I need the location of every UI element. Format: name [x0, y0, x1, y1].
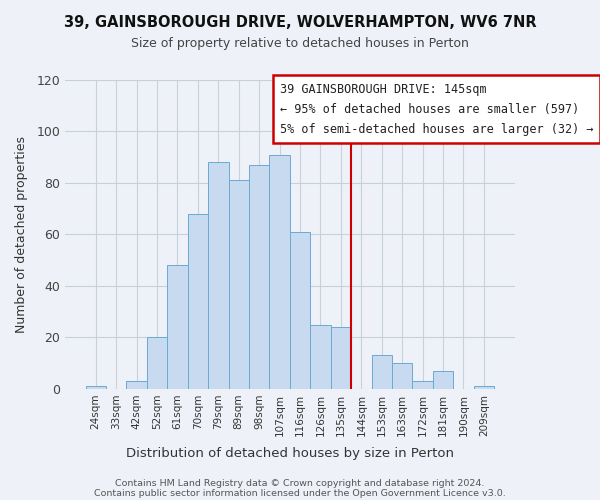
Bar: [392, 363, 412, 389]
Text: 39, GAINSBOROUGH DRIVE, WOLVERHAMPTON, WV6 7NR: 39, GAINSBOROUGH DRIVE, WOLVERHAMPTON, W…: [64, 15, 536, 30]
Text: Contains public sector information licensed under the Open Government Licence v3: Contains public sector information licen…: [94, 488, 506, 498]
Bar: [86, 386, 106, 389]
Text: Size of property relative to detached houses in Perton: Size of property relative to detached ho…: [131, 38, 469, 51]
Bar: [127, 381, 147, 389]
Bar: [371, 356, 392, 389]
Text: Contains HM Land Registry data © Crown copyright and database right 2024.: Contains HM Land Registry data © Crown c…: [115, 478, 485, 488]
Bar: [249, 165, 269, 389]
Bar: [208, 162, 229, 389]
Bar: [331, 327, 351, 389]
Bar: [147, 338, 167, 389]
Bar: [310, 324, 331, 389]
X-axis label: Distribution of detached houses by size in Perton: Distribution of detached houses by size …: [126, 447, 454, 460]
Bar: [290, 232, 310, 389]
Bar: [188, 214, 208, 389]
Text: 39 GAINSBOROUGH DRIVE: 145sqm
← 95% of detached houses are smaller (597)
5% of s: 39 GAINSBOROUGH DRIVE: 145sqm ← 95% of d…: [280, 82, 593, 136]
Bar: [229, 180, 249, 389]
Bar: [412, 381, 433, 389]
Bar: [474, 386, 494, 389]
Bar: [433, 371, 453, 389]
Y-axis label: Number of detached properties: Number of detached properties: [15, 136, 28, 333]
Bar: [167, 266, 188, 389]
Bar: [269, 154, 290, 389]
